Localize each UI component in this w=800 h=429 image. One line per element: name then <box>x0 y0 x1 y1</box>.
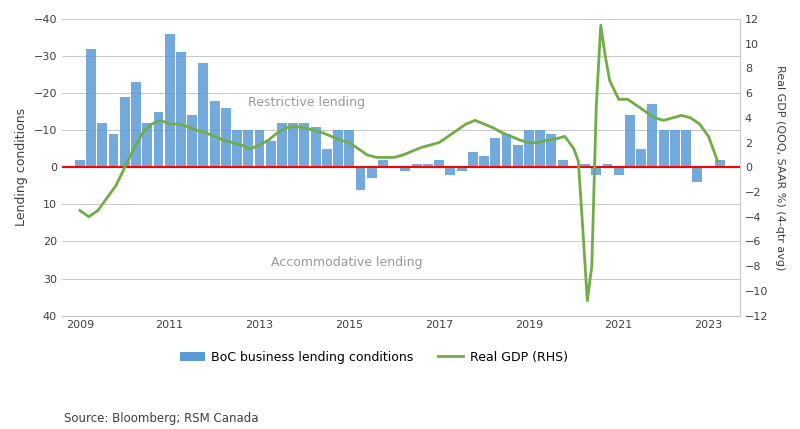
Bar <box>310 127 321 167</box>
Bar <box>221 108 230 167</box>
Bar <box>614 167 624 175</box>
Bar <box>210 100 219 167</box>
Bar <box>187 115 197 167</box>
Text: Source: Bloomberg; RSM Canada: Source: Bloomberg; RSM Canada <box>64 412 258 425</box>
Bar <box>109 134 118 167</box>
Y-axis label: Real GDP (QOQ, SAAR %) (4-qtr avg): Real GDP (QOQ, SAAR %) (4-qtr avg) <box>775 65 785 270</box>
Legend: BoC business lending conditions, Real GDP (RHS): BoC business lending conditions, Real GD… <box>175 346 573 369</box>
Bar <box>580 163 590 167</box>
Bar <box>277 123 287 167</box>
Bar <box>98 123 107 167</box>
Bar <box>591 167 602 175</box>
Bar <box>266 141 276 167</box>
Bar <box>479 156 489 167</box>
Bar <box>490 138 500 167</box>
Bar <box>647 104 658 167</box>
Bar <box>513 145 522 167</box>
Bar <box>558 160 567 167</box>
Bar <box>232 130 242 167</box>
Bar <box>299 123 310 167</box>
Bar <box>120 97 130 167</box>
Bar <box>254 130 265 167</box>
Bar <box>355 167 366 190</box>
Bar <box>692 167 702 182</box>
Bar <box>243 130 254 167</box>
Text: Accommodative lending: Accommodative lending <box>271 256 422 269</box>
Bar <box>198 63 208 167</box>
Bar <box>154 112 163 167</box>
Bar <box>681 130 691 167</box>
Bar <box>658 130 669 167</box>
Text: Restrictive lending: Restrictive lending <box>247 96 365 109</box>
Bar <box>344 130 354 167</box>
Bar <box>86 48 96 167</box>
Bar <box>322 149 332 167</box>
Bar <box>165 34 174 167</box>
Bar <box>446 167 455 175</box>
Bar <box>378 160 388 167</box>
Bar <box>468 152 478 167</box>
Bar <box>502 134 511 167</box>
Bar <box>546 134 556 167</box>
Bar <box>423 163 433 167</box>
Bar <box>715 160 725 167</box>
Bar <box>401 167 410 171</box>
Bar <box>457 167 466 171</box>
Bar <box>602 163 613 167</box>
Bar <box>524 130 534 167</box>
Bar <box>434 160 444 167</box>
Bar <box>412 163 422 167</box>
Bar <box>535 130 545 167</box>
Bar <box>75 160 85 167</box>
Bar <box>131 82 141 167</box>
Bar <box>670 130 680 167</box>
Bar <box>333 130 343 167</box>
Bar <box>142 123 152 167</box>
Bar <box>625 115 635 167</box>
Y-axis label: Lending conditions: Lending conditions <box>15 108 28 227</box>
Bar <box>288 123 298 167</box>
Bar <box>636 149 646 167</box>
Bar <box>367 167 377 178</box>
Bar <box>176 52 186 167</box>
